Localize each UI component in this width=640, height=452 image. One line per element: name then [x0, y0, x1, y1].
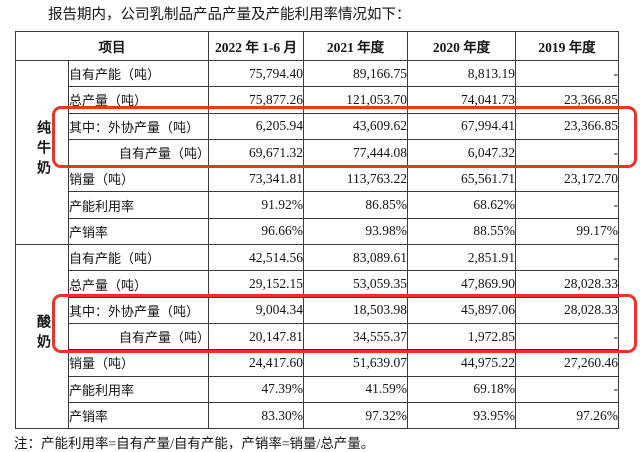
- row-label: 自有产量（吨）: [68, 138, 209, 167]
- cell-value: 2,851.91: [407, 244, 516, 272]
- group-label-pure-milk: 纯牛奶: [15, 59, 69, 246]
- row-label: 自有产能（吨）: [68, 59, 209, 88]
- header-2021: 2021 年度: [303, 31, 408, 61]
- cell-value: 53,059.35: [303, 270, 408, 298]
- header-item: 项目: [15, 31, 209, 61]
- table-row-highlighted: 自有产量（吨） 69,671.32 77,444.08 6,047.32 -: [16, 138, 619, 167]
- cell-value: 99.17%: [515, 217, 619, 246]
- cell-value: 93.98%: [303, 217, 408, 246]
- cell-value: 73,341.81: [208, 165, 304, 193]
- row-label: 自有产量（吨）: [68, 322, 209, 351]
- table-row: 产销率 96.66% 93.98% 88.55% 99.17%: [16, 217, 619, 246]
- table-row: 产能利用率 91.92% 86.85% 68.62% -: [16, 191, 619, 219]
- table-header: 项目 2022 年 1-6 月 2021 年度 2020 年度 2019 年度: [15, 31, 619, 61]
- row-label: 产销率: [68, 217, 209, 246]
- header-2022h1: 2022 年 1-6 月: [208, 31, 304, 61]
- table-row-highlighted: 其中：外协产量（吨） 9,004.34 18,503.98 45,897.06 …: [16, 296, 619, 324]
- cell-value: 69.18%: [407, 375, 516, 403]
- cell-value: -: [515, 322, 619, 351]
- cell-value: 45,897.06: [407, 296, 516, 324]
- cell-value: 20,147.81: [208, 322, 304, 351]
- row-label: 其中：外协产量（吨）: [68, 296, 209, 324]
- cell-value: 113,763.22: [303, 165, 408, 193]
- cell-value: 6,205.94: [208, 112, 304, 140]
- cell-value: 18,503.98: [303, 296, 408, 324]
- cell-value: 6,047.32: [407, 138, 516, 167]
- header-2020: 2020 年度: [407, 31, 516, 61]
- cell-value: 69,671.32: [208, 138, 304, 167]
- header-row: 项目 2022 年 1-6 月 2021 年度 2020 年度 2019 年度: [15, 31, 619, 61]
- table-row: 纯牛奶 自有产能（吨） 75,794.40 89,166.75 8,813.19…: [15, 59, 619, 246]
- cell-value: 83,089.61: [303, 244, 408, 272]
- table-row-highlighted: 其中：外协产量（吨） 6,205.94 43,609.62 67,994.41 …: [16, 112, 619, 140]
- table-row: 酸奶 自有产能（吨） 42,514.56 83,089.61 2,851.91 …: [15, 244, 619, 430]
- footnote: 注：产能利用率=自有产量/自有产能，产销率=销量/总产量。: [14, 436, 375, 451]
- cell-value: 9,004.34: [208, 296, 304, 324]
- table-row: 销量（吨） 73,341.81 113,763.22 65,561.71 23,…: [16, 165, 619, 193]
- cell-value: 47.39%: [208, 375, 304, 403]
- cell-value: 44,975.22: [407, 349, 516, 377]
- cell-value: 88.55%: [407, 217, 516, 246]
- cell-value: 1,972.85: [407, 322, 516, 351]
- cell-value: -: [515, 59, 619, 88]
- cell-value: 51,639.07: [303, 349, 408, 377]
- cell-value: -: [515, 375, 619, 403]
- cell-value: 23,172.70: [515, 165, 619, 193]
- cell-value: 96.66%: [208, 217, 304, 246]
- cell-value: 43,609.62: [303, 112, 408, 140]
- cell-value: -: [515, 138, 619, 167]
- cell-value: 67,994.41: [407, 112, 516, 140]
- group-label-yogurt: 酸奶: [15, 244, 69, 430]
- cell-value: 77,444.08: [303, 138, 408, 167]
- cell-value: 23,366.85: [515, 86, 619, 114]
- table-body: 纯牛奶 自有产能（吨） 75,794.40 89,166.75 8,813.19…: [15, 59, 619, 430]
- cell-value: 42,514.56: [208, 244, 304, 272]
- row-label: 其中：外协产量（吨）: [68, 112, 209, 140]
- row-label: 销量（吨）: [68, 165, 209, 193]
- cell-value: 121,053.70: [303, 86, 408, 114]
- cell-value: 91.92%: [208, 191, 304, 219]
- row-label: 产能利用率: [68, 375, 209, 403]
- cell-value: 97.26%: [515, 401, 619, 430]
- table-row: 总产量（吨） 29,152.15 53,059.35 47,869.90 28,…: [16, 270, 619, 298]
- cell-value: 68.62%: [407, 191, 516, 219]
- cell-value: -: [515, 244, 619, 272]
- cell-value: 28,028.33: [515, 296, 619, 324]
- table-row: 产能利用率 47.39% 41.59% 69.18% -: [16, 375, 619, 403]
- table-row: 总产量（吨） 75,877.26 121,053.70 74,041.73 23…: [16, 86, 619, 114]
- cell-value: 97.32%: [303, 401, 408, 430]
- cell-value: 28,028.33: [515, 270, 619, 298]
- cell-value: 41.59%: [303, 375, 408, 403]
- cell-value: 8,813.19: [407, 59, 516, 88]
- cell-value: 75,877.26: [208, 86, 304, 114]
- page-title: 报告期内，公司乳制品产品产量及产能利用率情况如下：: [48, 7, 411, 23]
- header-2019: 2019 年度: [515, 31, 619, 61]
- cell-value: 75,794.40: [208, 59, 304, 88]
- cell-value: 65,561.71: [407, 165, 516, 193]
- cell-value: 83.30%: [208, 401, 304, 430]
- row-label: 产能利用率: [68, 191, 209, 219]
- table-row: 销量（吨） 24,417.60 51,639.07 44,975.22 27,2…: [16, 349, 619, 377]
- cell-value: -: [515, 191, 619, 219]
- table-row-highlighted: 自有产量（吨） 20,147.81 34,555.37 1,972.85 -: [16, 322, 619, 351]
- production-capacity-table: 项目 2022 年 1-6 月 2021 年度 2020 年度 2019 年度 …: [15, 31, 619, 430]
- row-label: 销量（吨）: [68, 349, 209, 377]
- cell-value: 74,041.73: [407, 86, 516, 114]
- cell-value: 47,869.90: [407, 270, 516, 298]
- cell-value: 34,555.37: [303, 322, 408, 351]
- cell-value: 93.95%: [407, 401, 516, 430]
- cell-value: 29,152.15: [208, 270, 304, 298]
- cell-value: 89,166.75: [303, 59, 408, 88]
- cell-value: 86.85%: [303, 191, 408, 219]
- row-label: 总产量（吨）: [68, 270, 209, 298]
- cell-value: 27,260.46: [515, 349, 619, 377]
- row-label: 总产量（吨）: [68, 86, 209, 114]
- table-row: 产销率 83.30% 97.32% 93.95% 97.26%: [16, 401, 619, 430]
- row-label: 产销率: [68, 401, 209, 430]
- cell-value: 23,366.85: [515, 112, 619, 140]
- row-label: 自有产能（吨）: [68, 244, 209, 272]
- cell-value: 24,417.60: [208, 349, 304, 377]
